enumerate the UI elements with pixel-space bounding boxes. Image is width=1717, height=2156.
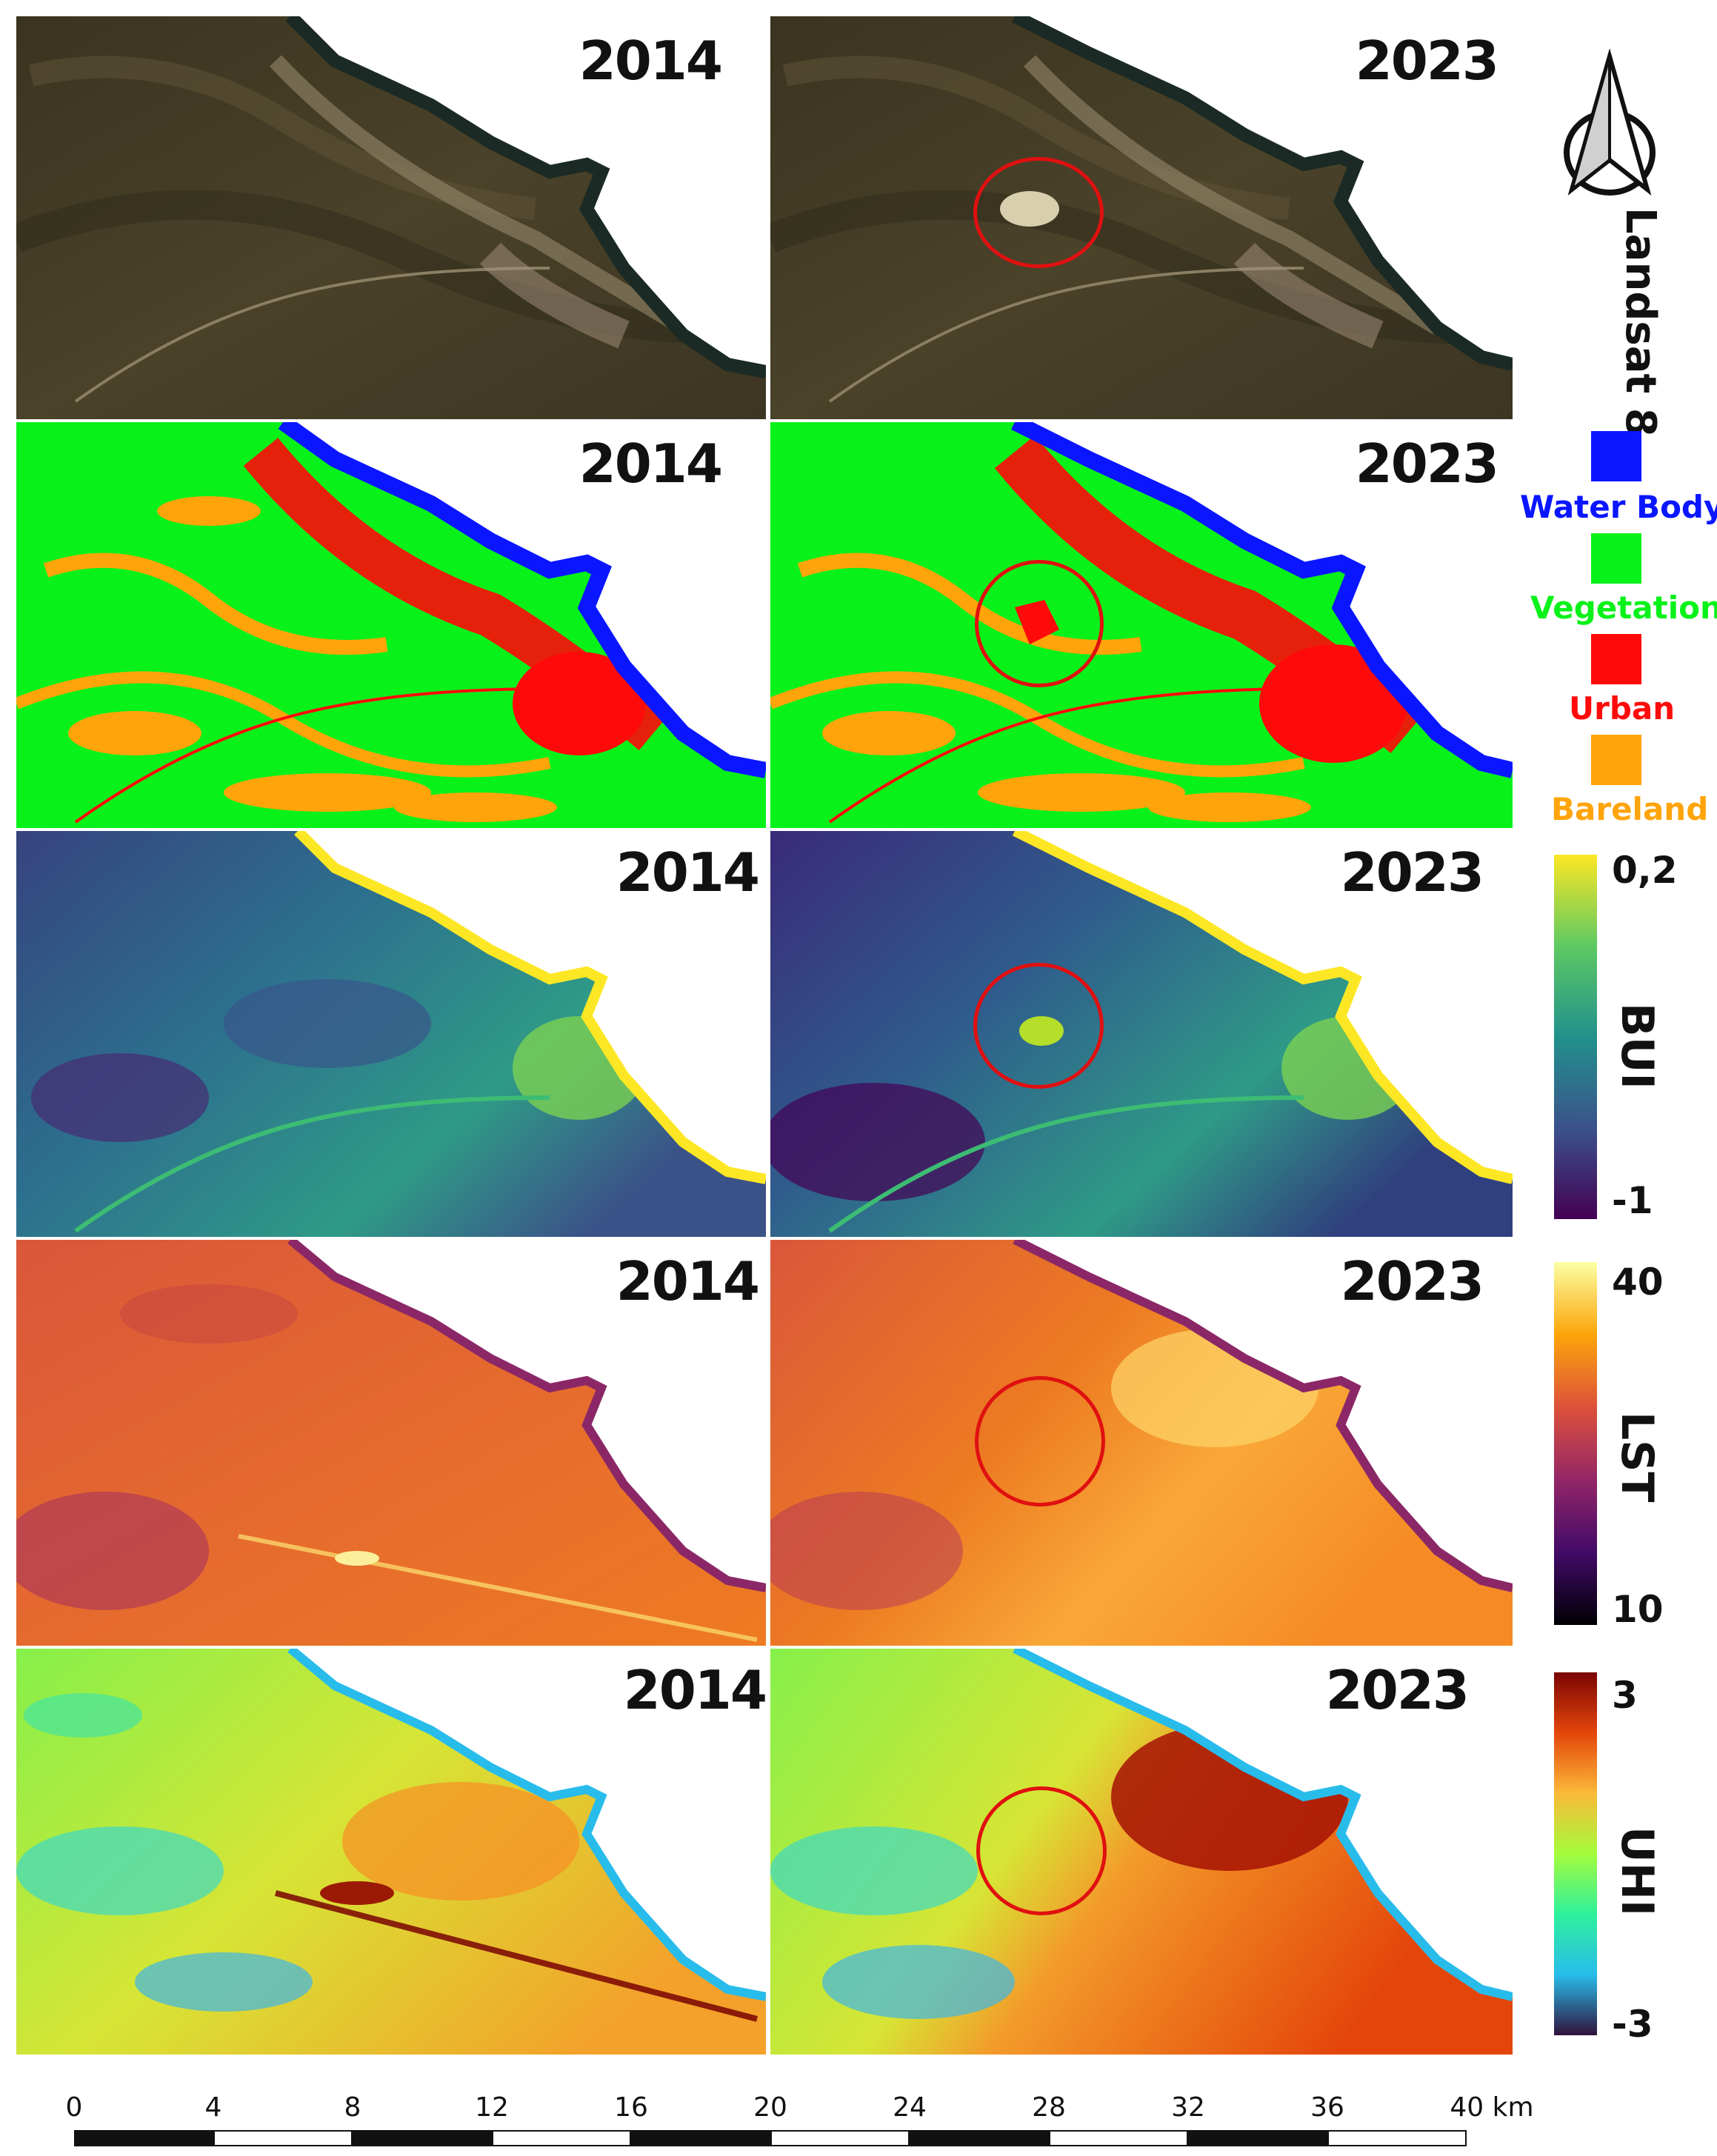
scale-bar-tick-label: 8 (344, 2092, 361, 2123)
scale-bar-segment (1049, 2130, 1188, 2146)
legend-swatch-water (1591, 431, 1641, 481)
lst-2014-panel: 2014 (16, 1240, 766, 1646)
uhi-2023-panel: 2023 (770, 1649, 1513, 2055)
lst-2023-panel: 2023 (770, 1240, 1513, 1646)
lst-colorbar (1554, 1262, 1597, 1625)
scale-bar-tick-label: 0 (65, 2092, 83, 2123)
year-label: 2014 (623, 1659, 766, 1721)
row-label-uhi: UHI (1611, 1826, 1663, 1917)
bui-colorbar (1554, 855, 1597, 1219)
scale-bar-segment (1327, 2130, 1467, 2146)
legend-swatch-urban (1591, 634, 1641, 684)
row-label-bui: BUI (1611, 1003, 1663, 1089)
row-label-lst: LST (1611, 1412, 1663, 1503)
year-label: 2014 (579, 30, 723, 92)
highlight-circle (975, 1376, 1105, 1506)
scale-bar-segment (770, 2130, 910, 2146)
year-label: 2014 (616, 1250, 760, 1312)
north-arrow-icon (1557, 47, 1662, 197)
year-label: 2023 (1340, 841, 1484, 904)
scale-bar-tick-label: 20 (753, 2092, 787, 2123)
scale-bar-segment (74, 2130, 213, 2146)
scale-bar-tick-label: 12 (475, 2092, 509, 2123)
bui-2014-panel: 2014 (16, 831, 766, 1237)
lulc-2014-panel: 2014 (16, 422, 766, 828)
scale-bar-tick-label: 32 (1171, 2092, 1205, 2123)
scale-bar-tick-label: 36 (1310, 2092, 1344, 2123)
year-label: 2023 (1355, 30, 1499, 92)
scale-bar-tick-label: 40 km (1450, 2092, 1534, 2123)
bui-colorbar-max: 0,2 (1612, 849, 1678, 892)
scale-bar-tick-label: 4 (204, 2092, 222, 2123)
bui-2023-panel: 2023 (770, 831, 1513, 1237)
year-label: 2023 (1325, 1659, 1470, 1721)
scale-bar-segment (910, 2130, 1049, 2146)
lst-colorbar-min: 10 (1612, 1588, 1664, 1631)
legend-label-urban: Urban (1569, 690, 1676, 727)
year-label: 2014 (616, 841, 760, 904)
uhi-colorbar-max: 3 (1612, 1674, 1638, 1717)
uhi-colorbar (1554, 1672, 1597, 2035)
year-label: 2014 (579, 433, 723, 495)
legend-label-vegetation: Vegetation (1530, 590, 1717, 626)
year-label: 2023 (1355, 433, 1499, 495)
scale-bar-segment (213, 2130, 353, 2146)
legend-label-water: Water Body (1520, 489, 1717, 525)
legend-swatch-bareland (1591, 735, 1641, 785)
scale-bar-segment (631, 2130, 770, 2146)
legend-swatch-vegetation (1591, 533, 1641, 584)
scale-bar-segment (1188, 2130, 1327, 2146)
landsat-2023-panel: 2023 (770, 16, 1513, 419)
highlight-circle (976, 1786, 1107, 1915)
highlight-circle (975, 560, 1104, 687)
lulc-2023-panel: 2023 (770, 422, 1513, 828)
bui-colorbar-min: -1 (1612, 1179, 1653, 1222)
row-label-landsat: Landsat 8 (1616, 207, 1664, 437)
legend-label-bareland: Bareland (1551, 791, 1709, 827)
year-label: 2023 (1340, 1250, 1484, 1312)
landsat-2014-panel: 2014 (16, 16, 766, 419)
highlight-circle (973, 157, 1104, 268)
scale-bar-segment (353, 2130, 492, 2146)
lst-colorbar-max: 40 (1612, 1261, 1664, 1304)
scale-bar-tick-label: 16 (614, 2092, 648, 2123)
highlight-circle (973, 963, 1104, 1089)
scale-bar-tick-label: 28 (1032, 2092, 1066, 2123)
uhi-2014-panel: 2014 (16, 1649, 766, 2055)
scale-bar-segment (492, 2130, 631, 2146)
uhi-colorbar-min: -3 (1612, 2003, 1653, 2046)
scale-bar-tick-label: 24 (893, 2092, 927, 2123)
